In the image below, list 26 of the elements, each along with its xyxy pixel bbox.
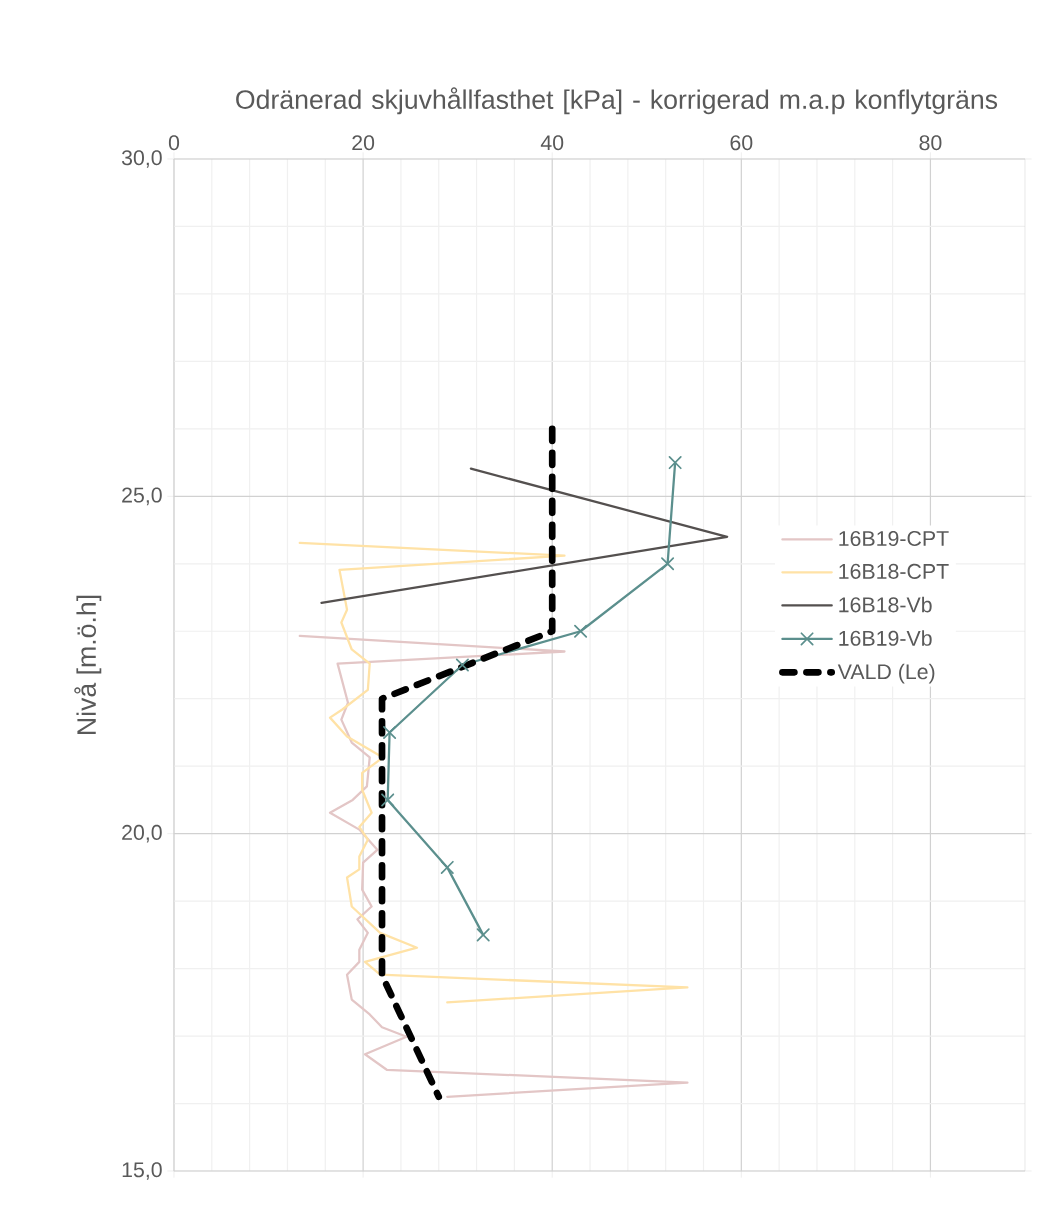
x-tick-label: 60 [730,135,753,151]
legend-label: 16B18-Vb [839,596,932,613]
x-tick-label: 80 [919,135,942,151]
point [440,860,454,874]
y-tick-label: 15,0 [122,1162,162,1180]
legend-label: 16B18-CPT [839,563,949,579]
point [476,928,490,942]
y-tick-label: 25,0 [122,487,162,506]
x-tick-label: 0 [168,135,180,151]
legend-label: 16B19-Vb [839,630,932,646]
legend-label: 16B19-CPT [839,530,949,547]
line-series [298,541,689,1004]
point [381,793,395,807]
x-tick-label: 20 [352,135,375,151]
point [455,658,469,672]
chart-title: Odränerad skjuvhållfasthet [kPa] - korrigerad m.a.p konflytgräns [236,87,998,115]
point [383,725,397,739]
y-tick-label: 30,0 [121,150,162,168]
point [574,624,588,638]
point [668,456,682,470]
line-series [298,634,689,1098]
y-tick-label: 20,0 [122,824,162,843]
point [661,557,675,571]
x-tick-label: 40 [540,135,564,151]
legend-label: VALD (Le) [837,663,935,684]
y-axis-title: Nivå [m.ö.h] [74,595,102,734]
